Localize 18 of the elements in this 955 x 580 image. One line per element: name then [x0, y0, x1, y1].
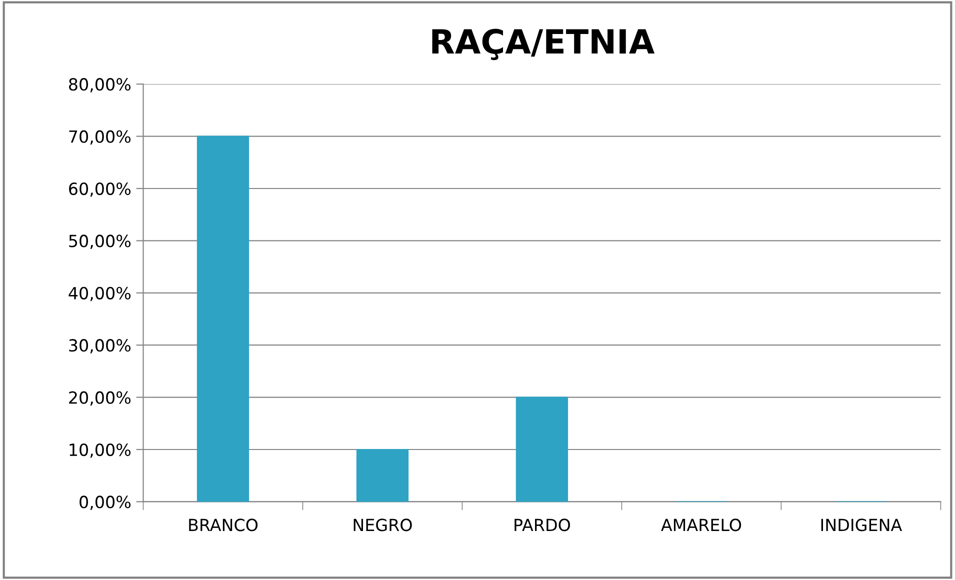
y-tick-label: 10,00%: [70, 443, 131, 458]
y-tick-label: 20,00%: [69, 391, 131, 406]
y-tick-label: 70,00%: [69, 130, 131, 145]
x-tick-label: PARDO: [514, 518, 570, 532]
bar: [516, 396, 568, 502]
x-tick-label: NEGRO: [354, 518, 412, 532]
y-tick-label: 40,00%: [68, 286, 131, 302]
y-tick-label: 50,00%: [69, 234, 131, 249]
chart-title: RAÇA/ETNIA: [432, 28, 655, 60]
bar: [196, 136, 250, 502]
y-tick-label: 80,00%: [69, 78, 131, 92]
bar: [356, 448, 409, 502]
x-tick-label: INDIGENA: [821, 518, 902, 532]
x-tick-label: BRANCO: [189, 518, 258, 532]
y-tick-label: 30,00%: [69, 339, 131, 354]
y-tick-label: 0,00%: [80, 496, 131, 510]
x-tick-label: AMARELO: [661, 518, 742, 532]
y-tick-label: 60,00%: [69, 182, 131, 197]
